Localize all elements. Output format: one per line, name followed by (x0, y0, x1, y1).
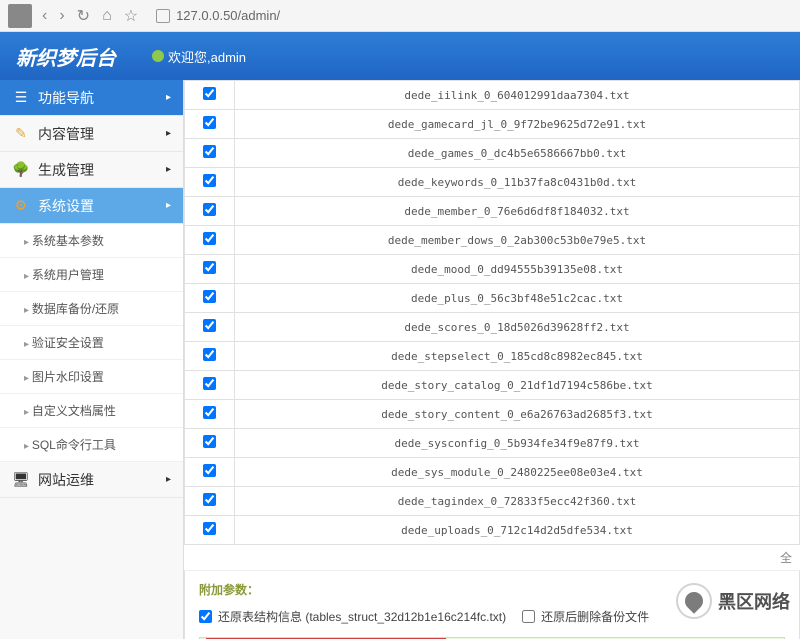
url-text: 127.0.0.50/admin/ (176, 8, 280, 23)
url-bar[interactable]: 127.0.0.50/admin/ (156, 8, 280, 23)
file-name: dede_story_catalog_0_21df1d7194c586be.tx… (235, 371, 800, 400)
sidebar-item-0[interactable]: 功能导航▸ (0, 80, 183, 116)
user-icon (152, 50, 164, 62)
file-checkbox[interactable] (203, 406, 216, 419)
chevron-icon: ▸ (166, 128, 171, 139)
sidebar-item-ops[interactable]: 网站运维 ▸ (0, 462, 183, 498)
browser-nav-icons: ‹ › ↻ ⌂ ☆ (42, 6, 138, 26)
table-row: dede_scores_0_18d5026d39628ff2.txt (185, 313, 800, 342)
file-checkbox[interactable] (203, 232, 216, 245)
table-row: dede_tagindex_0_72833f5ecc42f360.txt (185, 487, 800, 516)
monitor-icon (12, 471, 30, 489)
file-checkbox[interactable] (203, 319, 216, 332)
browser-toolbar: ‹ › ↻ ⌂ ☆ 127.0.0.50/admin/ (0, 0, 800, 32)
file-name: dede_keywords_0_11b37fa8c0431b0d.txt (235, 168, 800, 197)
shield-icon (156, 9, 170, 23)
file-checkbox[interactable] (203, 493, 216, 506)
file-name: dede_tagindex_0_72833f5ecc42f360.txt (235, 487, 800, 516)
table-row: dede_keywords_0_11b37fa8c0431b0d.txt (185, 168, 800, 197)
file-checkbox[interactable] (203, 261, 216, 274)
file-checkbox[interactable] (203, 145, 216, 158)
file-name: dede_scores_0_18d5026d39628ff2.txt (235, 313, 800, 342)
file-checkbox[interactable] (203, 116, 216, 129)
file-checkbox[interactable] (203, 290, 216, 303)
forward-icon[interactable]: › (59, 7, 64, 25)
file-name: dede_gamecard_jl_0_9f72be9625d72e91.txt (235, 110, 800, 139)
file-checkbox[interactable] (203, 522, 216, 535)
table-row: dede_member_0_76e6d6df8f184032.txt (185, 197, 800, 226)
watermark: 黑区网络 (676, 583, 790, 619)
file-name: dede_plus_0_56c3bf48e51c2cac.txt (235, 284, 800, 313)
menu-icon (12, 89, 30, 107)
subnav-item-5[interactable]: 自定义文档属性 (0, 394, 183, 428)
table-row: dede_games_0_dc4b5e6586667bb0.txt (185, 139, 800, 168)
delete-backup-checkbox[interactable] (522, 610, 535, 623)
subnav-item-0[interactable]: 系统基本参数 (0, 224, 183, 258)
subnav-item-6[interactable]: SQL命令行工具 (0, 428, 183, 462)
chevron-right-icon: ▸ (166, 474, 171, 485)
table-row: dede_iilink_0_604012991daa7304.txt (185, 81, 800, 110)
subnav-item-2[interactable]: 数据库备份/还原 (0, 292, 183, 326)
chevron-icon: ▸ (166, 164, 171, 175)
watermark-icon (676, 583, 712, 619)
table-row: dede_stepselect_0_185cd8c8982ec845.txt (185, 342, 800, 371)
table-row: dede_gamecard_jl_0_9f72be9625d72e91.txt (185, 110, 800, 139)
file-name: dede_uploads_0_712c14d2d5dfe534.txt (235, 516, 800, 545)
table-row: dede_story_catalog_0_21df1d7194c586be.tx… (185, 371, 800, 400)
delete-backup-label: 还原后删除备份文件 (541, 608, 649, 625)
file-name: dede_mood_0_dd94555b39135e08.txt (235, 255, 800, 284)
chevron-icon: ▸ (166, 200, 171, 211)
file-checkbox[interactable] (203, 174, 216, 187)
file-checkbox[interactable] (203, 464, 216, 477)
restore-struct-checkbox[interactable] (199, 610, 212, 623)
table-row: dede_mood_0_dd94555b39135e08.txt (185, 255, 800, 284)
file-name: dede_games_0_dc4b5e6586667bb0.txt (235, 139, 800, 168)
refresh-icon[interactable]: ↻ (77, 6, 90, 26)
restore-struct-label: 还原表结构信息 (tables_struct_32d12b1e16c214fc.… (218, 608, 506, 625)
subnav-item-1[interactable]: 系统用户管理 (0, 258, 183, 292)
sidebar-item-1[interactable]: 内容管理▸ (0, 116, 183, 152)
file-name: dede_member_dows_0_2ab300c53b0e79e5.txt (235, 226, 800, 255)
file-checkbox[interactable] (203, 203, 216, 216)
subnav-item-3[interactable]: 验证安全设置 (0, 326, 183, 360)
file-name: dede_stepselect_0_185cd8c8982ec845.txt (235, 342, 800, 371)
sidebar-item-2[interactable]: 生成管理▸ (0, 152, 183, 188)
table-row: dede_uploads_0_712c14d2d5dfe534.txt (185, 516, 800, 545)
gear-icon (12, 197, 30, 215)
logo: 新织梦后台 (16, 42, 116, 71)
sidebar: 功能导航▸内容管理▸生成管理▸系统设置▸ 系统基本参数系统用户管理数据库备份/还… (0, 80, 184, 639)
table-row: dede_plus_0_56c3bf48e51c2cac.txt (185, 284, 800, 313)
table-row: dede_sysconfig_0_5b934fe34f9e87f9.txt (185, 429, 800, 458)
avatar (8, 4, 32, 28)
home-icon[interactable]: ⌂ (102, 7, 112, 25)
sidebar-item-3[interactable]: 系统设置▸ (0, 188, 183, 224)
table-row: dede_sys_module_0_2480225ee08e03e4.txt (185, 458, 800, 487)
back-icon[interactable]: ‹ (42, 7, 47, 25)
file-checkbox[interactable] (203, 87, 216, 100)
file-name: dede_story_content_0_e6a26763ad2685f3.tx… (235, 400, 800, 429)
star-icon[interactable]: ☆ (124, 6, 138, 26)
file-name: dede_member_0_76e6d6df8f184032.txt (235, 197, 800, 226)
main-content: dede_iilink_0_604012991daa7304.txtdede_g… (184, 80, 800, 639)
file-checkbox[interactable] (203, 377, 216, 390)
chevron-icon: ▸ (166, 92, 171, 103)
file-name: dede_iilink_0_604012991daa7304.txt (235, 81, 800, 110)
table-row: dede_member_dows_0_2ab300c53b0e79e5.txt (185, 226, 800, 255)
file-name: dede_sysconfig_0_5b934fe34f9e87f9.txt (235, 429, 800, 458)
select-all-badge[interactable]: 全 (184, 545, 800, 571)
file-name: dede_sys_module_0_2480225ee08e03e4.txt (235, 458, 800, 487)
file-table: dede_iilink_0_604012991daa7304.txtdede_g… (184, 80, 800, 545)
edit-icon (12, 125, 30, 143)
file-checkbox[interactable] (203, 435, 216, 448)
file-checkbox[interactable] (203, 348, 216, 361)
tree-icon (12, 161, 30, 179)
app-header: 新织梦后台 欢迎您,admin (0, 32, 800, 80)
welcome-text: 欢迎您,admin (152, 47, 246, 66)
table-row: dede_story_content_0_e6a26763ad2685f3.tx… (185, 400, 800, 429)
subnav-item-4[interactable]: 图片水印设置 (0, 360, 183, 394)
subnav: 系统基本参数系统用户管理数据库备份/还原验证安全设置图片水印设置自定义文档属性S… (0, 224, 183, 462)
